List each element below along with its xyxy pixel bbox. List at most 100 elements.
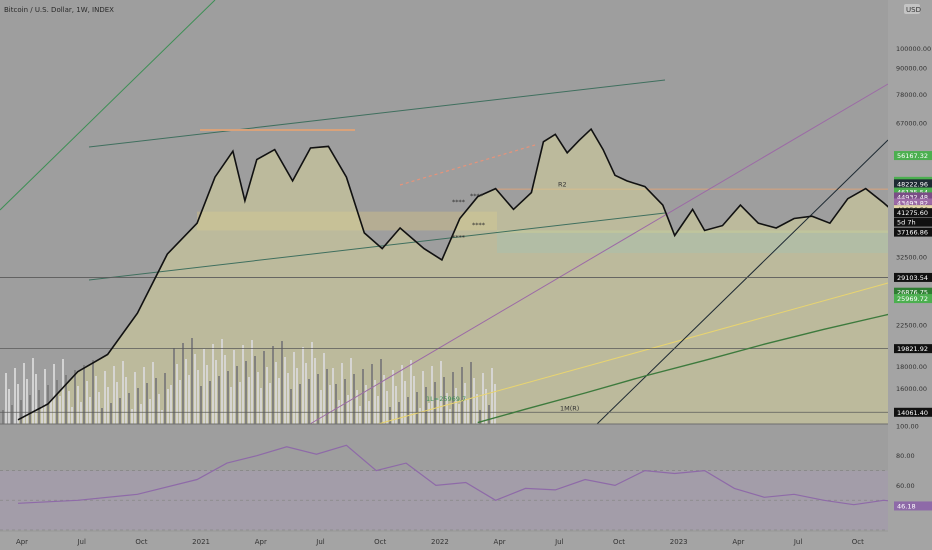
volume-bar (287, 373, 289, 424)
x-tick-label: Apr (16, 538, 28, 546)
volume-bar (326, 369, 328, 424)
volume-bar (377, 396, 379, 424)
currency-button[interactable] (904, 4, 920, 14)
volume-bar (461, 367, 463, 424)
volume-bar (170, 385, 172, 424)
volume-bar (215, 360, 217, 424)
volume-bar (128, 393, 130, 424)
rsi-tick-label: 100.00 (896, 423, 919, 431)
price-label-box (894, 227, 932, 237)
volume-bar (164, 373, 166, 424)
volume-bar (248, 377, 250, 424)
volume-bar (224, 355, 226, 424)
volume-bar (212, 344, 214, 424)
x-tick-label: Oct (135, 538, 147, 546)
volume-bar (119, 398, 121, 424)
volume-bar (323, 353, 325, 424)
volume-bar (299, 384, 301, 424)
volume-bar (206, 365, 208, 424)
volume-bar (200, 386, 202, 424)
volume-bar (83, 365, 85, 424)
price-label-text: 41275.60 (897, 209, 928, 217)
x-tick-label: Jul (315, 538, 325, 546)
volume-bar (389, 407, 391, 424)
volume-bar (452, 372, 454, 424)
volume-bar (476, 394, 478, 424)
volume-bar (431, 366, 433, 424)
rsi-line (17, 444, 932, 506)
rsi-current-text: 46.18 (897, 502, 916, 510)
y-tick-label: 22500.00 (896, 322, 927, 330)
volume-bar (218, 376, 220, 424)
volume-bar (302, 347, 304, 424)
volume-bar (440, 361, 442, 424)
volume-bar (272, 346, 274, 424)
volume-bar (89, 397, 91, 424)
price-label-box (894, 151, 932, 161)
volume-bar (332, 368, 334, 424)
volume-bar (125, 377, 127, 424)
volume-bar (167, 389, 169, 424)
price-label-text: 48222.96 (897, 180, 928, 188)
volume-bar (62, 359, 64, 424)
volume-bar (275, 362, 277, 424)
volume-bar (251, 340, 253, 424)
price-label-box (894, 272, 932, 282)
volume-bar (188, 375, 190, 424)
annotation-label: **** (470, 192, 484, 200)
volume-bar (104, 371, 106, 424)
volume-bar (176, 364, 178, 424)
volume-bar (311, 342, 313, 424)
volume-bar (407, 397, 409, 424)
volume-bar (158, 394, 160, 424)
volume-bar (344, 379, 346, 424)
volume-bar (191, 338, 193, 424)
volume-bar (92, 360, 94, 424)
volume-bar (359, 406, 361, 424)
volume-bar (41, 406, 43, 424)
volume-bar (314, 358, 316, 424)
x-tick-label: Oct (613, 538, 625, 546)
volume-bar (458, 404, 460, 424)
volume-bar (65, 375, 67, 424)
volume-bar (350, 358, 352, 424)
volume-bar (266, 367, 268, 424)
currency-label: USD (906, 6, 921, 14)
price-label-box (894, 407, 932, 417)
volume-bar (11, 405, 13, 424)
volume-bar (5, 373, 7, 424)
volume-bar (203, 349, 205, 424)
volume-bar (209, 381, 211, 424)
volume-bar (95, 376, 97, 424)
volume-bar (404, 381, 406, 424)
purple-trend-line (309, 83, 889, 425)
volume-bar (173, 348, 175, 424)
volume-bar (257, 372, 259, 424)
price-series-line (17, 127, 932, 421)
volume-bar (371, 364, 373, 424)
countdown-text: 5d 7h (897, 219, 916, 227)
time-axis-background (0, 532, 888, 550)
volume-bar (134, 372, 136, 424)
volume-bar (491, 368, 493, 424)
volume-bar (221, 339, 223, 424)
price-label-box (894, 179, 932, 189)
chart-title: Bitcoin / U.S. Dollar, 1W, INDEX (4, 6, 114, 14)
countdown-box (894, 217, 932, 227)
volume-bar (23, 363, 25, 424)
volume-bar (308, 379, 310, 424)
volume-bar (56, 380, 58, 424)
volume-bar (74, 370, 76, 424)
volume-bar (428, 403, 430, 424)
long-trend-line (0, 0, 216, 211)
volume-bar (230, 387, 232, 424)
trend-lines (0, 0, 889, 425)
volume-bar (437, 398, 439, 424)
price-label-text: 43493.82 (897, 199, 928, 207)
black-trend-line (596, 139, 889, 425)
volume-bar (473, 378, 475, 424)
volume-bar (86, 381, 88, 424)
annotation-label: **** (472, 221, 486, 229)
price-label-text: 25969.72 (897, 295, 928, 303)
